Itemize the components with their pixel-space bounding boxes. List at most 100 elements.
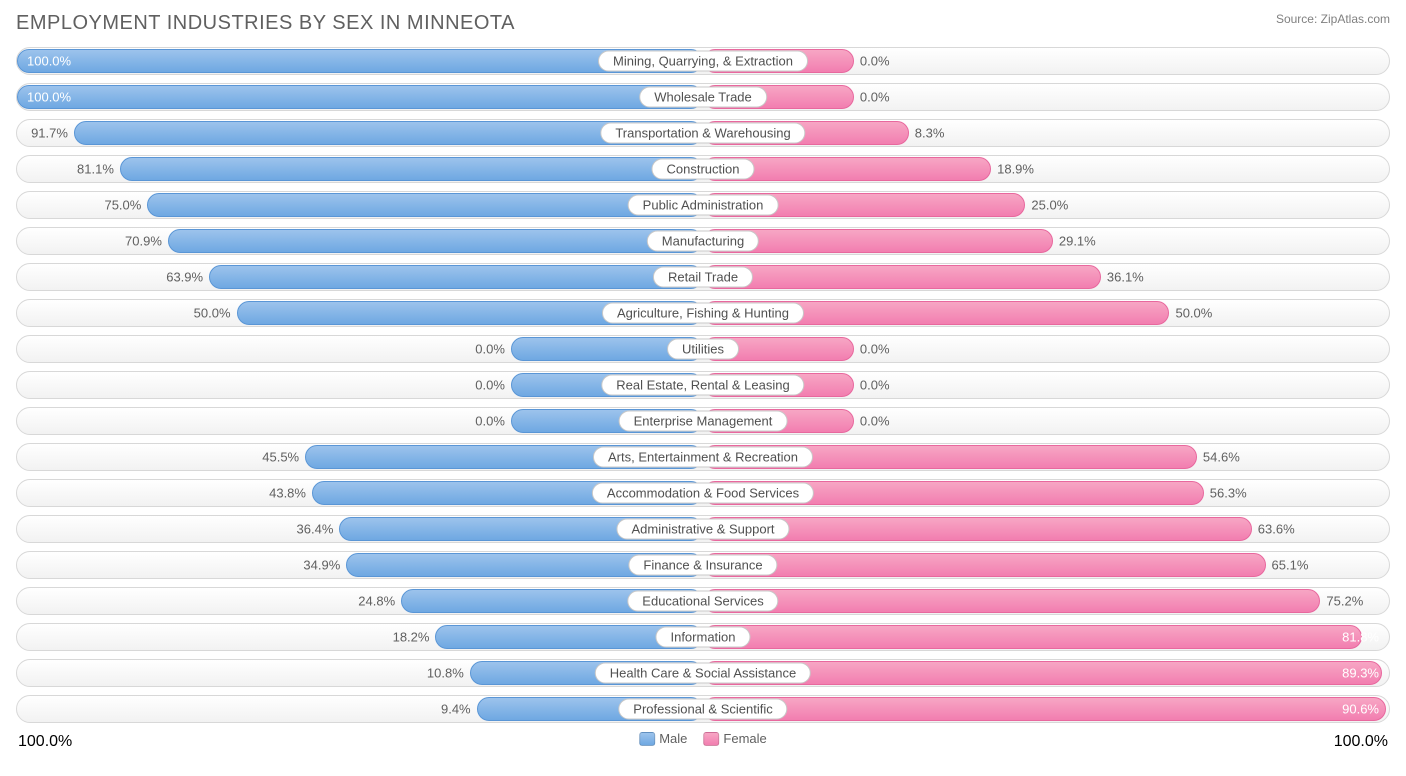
chart-row: 0.0% 0.0% Real Estate, Rental & Leasing — [16, 371, 1390, 399]
female-pct-label: 18.9% — [997, 162, 1034, 177]
male-pct-label: 34.9% — [303, 558, 340, 573]
female-pct-label: 81.8% — [1342, 630, 1379, 645]
male-pct-label: 45.5% — [262, 450, 299, 465]
legend: Male Female — [639, 731, 767, 746]
male-bar — [209, 265, 703, 289]
male-bar — [120, 157, 703, 181]
category-label: Manufacturing — [647, 231, 759, 252]
male-pct-label: 75.0% — [104, 198, 141, 213]
category-label: Wholesale Trade — [639, 87, 767, 108]
male-bar — [17, 85, 703, 109]
category-label: Construction — [652, 159, 755, 180]
category-label: Accommodation & Food Services — [592, 483, 814, 504]
category-label: Public Administration — [628, 195, 779, 216]
category-label: Professional & Scientific — [618, 699, 787, 720]
chart-row: 10.8% 89.3% Health Care & Social Assistanc… — [16, 659, 1390, 687]
category-label: Finance & Insurance — [628, 555, 777, 576]
category-label: Retail Trade — [653, 267, 753, 288]
chart-row: 45.5% 54.6% Arts, Entertainment & Recreati… — [16, 443, 1390, 471]
chart-row: 100.0% 0.0% Mining, Quarrying, & Extractio… — [16, 47, 1390, 75]
chart-row: 0.0% 0.0% Enterprise Management — [16, 407, 1390, 435]
category-label: Agriculture, Fishing & Hunting — [602, 303, 804, 324]
chart-row: 63.9% 36.1% Retail Trade — [16, 263, 1390, 291]
male-bar — [168, 229, 703, 253]
female-pct-label: 8.3% — [915, 126, 945, 141]
female-bar — [703, 697, 1386, 721]
legend-male-label: Male — [659, 731, 687, 746]
chart-row: 70.9% 29.1% Manufacturing — [16, 227, 1390, 255]
axis-right-label: 100.0% — [1334, 733, 1388, 751]
male-pct-label: 91.7% — [31, 126, 68, 141]
female-pct-label: 0.0% — [860, 54, 890, 69]
chart-row: 100.0% 0.0% Wholesale Trade — [16, 83, 1390, 111]
female-pct-label: 65.1% — [1272, 558, 1309, 573]
male-pct-label: 81.1% — [77, 162, 114, 177]
chart-row: 0.0% 0.0% Utilities — [16, 335, 1390, 363]
male-pct-label: 10.8% — [427, 666, 464, 681]
chart-row: 24.8% 75.2% Educational Services — [16, 587, 1390, 615]
male-pct-label: 9.4% — [441, 702, 471, 717]
category-label: Real Estate, Rental & Leasing — [601, 375, 804, 396]
male-pct-label: 0.0% — [475, 414, 505, 429]
chart-row: 75.0% 25.0% Public Administration — [16, 191, 1390, 219]
female-bar — [703, 265, 1101, 289]
category-label: Utilities — [667, 339, 739, 360]
category-label: Administrative & Support — [616, 519, 789, 540]
category-label: Information — [655, 627, 750, 648]
female-pct-label: 89.3% — [1342, 666, 1379, 681]
category-label: Enterprise Management — [619, 411, 788, 432]
female-bar — [703, 553, 1266, 577]
category-label: Educational Services — [627, 591, 778, 612]
female-pct-label: 0.0% — [860, 342, 890, 357]
chart-row: 91.7% 8.3% Transportation & Warehousing — [16, 119, 1390, 147]
legend-female-label: Female — [723, 731, 766, 746]
chart-title: EMPLOYMENT INDUSTRIES BY SEX IN MINNEOTA — [16, 12, 515, 35]
female-pct-label: 50.0% — [1175, 306, 1212, 321]
male-swatch-icon — [639, 732, 655, 746]
source-label: Source: ZipAtlas.com — [1276, 12, 1390, 26]
female-pct-label: 0.0% — [860, 378, 890, 393]
chart-row: 50.0% 50.0% Agriculture, Fishing & Hunting — [16, 299, 1390, 327]
male-pct-label: 63.9% — [166, 270, 203, 285]
male-pct-label: 0.0% — [475, 378, 505, 393]
axis-left-label: 100.0% — [18, 733, 72, 751]
male-pct-label: 36.4% — [297, 522, 334, 537]
male-pct-label: 100.0% — [27, 54, 71, 69]
female-pct-label: 54.6% — [1203, 450, 1240, 465]
chart-header: EMPLOYMENT INDUSTRIES BY SEX IN MINNEOTA… — [16, 12, 1390, 35]
male-pct-label: 24.8% — [358, 594, 395, 609]
chart-row: 34.9% 65.1% Finance & Insurance — [16, 551, 1390, 579]
category-label: Transportation & Warehousing — [600, 123, 805, 144]
chart-footer: 100.0% Male Female 100.0% — [16, 731, 1390, 751]
female-pct-label: 90.6% — [1342, 702, 1379, 717]
category-label: Mining, Quarrying, & Extraction — [598, 51, 808, 72]
female-pct-label: 29.1% — [1059, 234, 1096, 249]
female-pct-label: 63.6% — [1258, 522, 1295, 537]
chart-row: 36.4% 63.6% Administrative & Support — [16, 515, 1390, 543]
female-pct-label: 36.1% — [1107, 270, 1144, 285]
legend-male: Male — [639, 731, 687, 746]
male-pct-label: 18.2% — [393, 630, 430, 645]
chart-row: 18.2% 81.8% Information — [16, 623, 1390, 651]
male-pct-label: 50.0% — [194, 306, 231, 321]
female-pct-label: 56.3% — [1210, 486, 1247, 501]
male-pct-label: 43.8% — [269, 486, 306, 501]
chart-row: 43.8% 56.3% Accommodation & Food Services — [16, 479, 1390, 507]
female-pct-label: 0.0% — [860, 90, 890, 105]
female-swatch-icon — [703, 732, 719, 746]
category-label: Arts, Entertainment & Recreation — [593, 447, 813, 468]
male-pct-label: 100.0% — [27, 90, 71, 105]
female-pct-label: 75.2% — [1326, 594, 1363, 609]
male-pct-label: 0.0% — [475, 342, 505, 357]
chart-row: 9.4% 90.6% Professional & Scientific — [16, 695, 1390, 723]
diverging-bar-chart: 100.0% 0.0% Mining, Quarrying, & Extractio… — [16, 47, 1390, 723]
female-bar — [703, 625, 1362, 649]
female-bar — [703, 589, 1320, 613]
chart-row: 81.1% 18.9% Construction — [16, 155, 1390, 183]
male-bar — [147, 193, 703, 217]
female-pct-label: 25.0% — [1031, 198, 1068, 213]
category-label: Health Care & Social Assistance — [595, 663, 811, 684]
female-pct-label: 0.0% — [860, 414, 890, 429]
male-pct-label: 70.9% — [125, 234, 162, 249]
legend-female: Female — [703, 731, 766, 746]
